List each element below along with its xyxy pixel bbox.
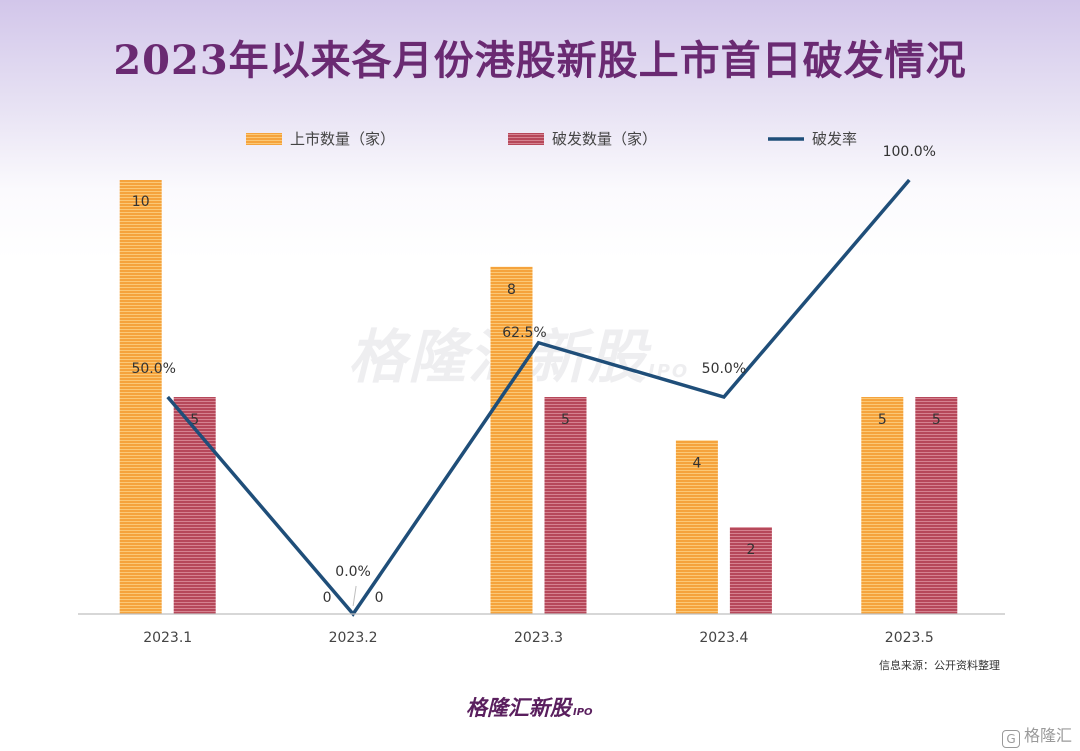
label-leader <box>352 585 357 607</box>
x-tick-label: 2023.1 <box>143 630 192 646</box>
bar-broken <box>915 397 958 614</box>
bar-listed <box>490 266 533 614</box>
rate-label: 50.0% <box>702 361 746 377</box>
legend-label: 上市数量（家） <box>290 130 395 148</box>
legend-label: 破发数量（家） <box>552 130 657 148</box>
corner-watermark: G 格隆汇 <box>1001 722 1072 748</box>
rate-label: 100.0% <box>883 144 936 160</box>
x-tick-label: 2023.2 <box>329 630 378 646</box>
rate-line <box>166 178 911 617</box>
bar-broken <box>729 527 772 614</box>
legend-label: 破发率 <box>812 130 857 148</box>
x-tick-label: 2023.5 <box>885 630 934 646</box>
bar-listed <box>675 440 718 614</box>
data-label: 0 <box>375 590 384 606</box>
chart-title: 2023年以来各月份港股新股上市首日破发情况 <box>113 37 967 84</box>
data-label: 5 <box>190 412 199 428</box>
brand-icon: G <box>1001 730 1020 748</box>
rate-label: 62.5% <box>502 325 546 341</box>
x-tick-label: 2023.4 <box>699 630 748 646</box>
data-label: 5 <box>561 412 570 428</box>
data-label: 5 <box>932 412 941 428</box>
x-tick-label: 2023.3 <box>514 630 563 646</box>
footer-logo: 格隆汇新股 IPO <box>466 696 593 720</box>
data-label: 2 <box>746 542 755 558</box>
rate-label: 50.0% <box>131 361 175 377</box>
legend-swatch <box>508 133 544 145</box>
data-label: 5 <box>878 412 887 428</box>
bar-listed <box>861 397 904 614</box>
data-label: 10 <box>132 194 150 210</box>
legend: 上市数量（家） 破发数量（家） 破发率 <box>246 130 857 148</box>
source-note: 信息来源：公开资料整理 <box>879 659 1000 672</box>
data-label: 8 <box>507 282 516 298</box>
data-label: 0 <box>323 590 332 606</box>
legend-swatch <box>246 133 282 145</box>
bar-listed <box>119 180 162 614</box>
bar-broken <box>173 397 216 614</box>
bar-broken <box>544 397 587 614</box>
data-label: 4 <box>692 455 701 471</box>
rate-label: 0.0% <box>335 564 371 580</box>
